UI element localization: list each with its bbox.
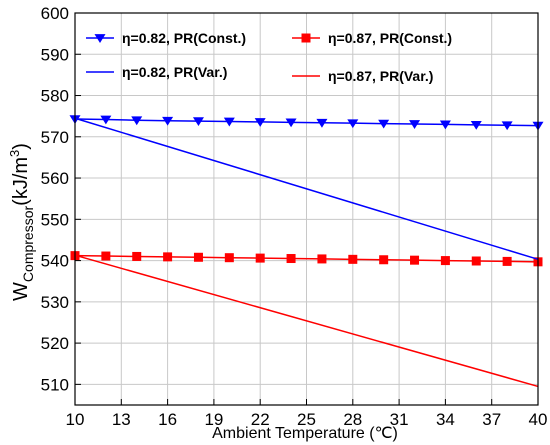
square-marker [502, 256, 512, 266]
x-tick-label: 31 [390, 410, 409, 429]
y-tick-label: 530 [41, 293, 69, 312]
triangle-marker [501, 121, 513, 131]
y-tick-label: 590 [41, 45, 69, 64]
series-0 [69, 115, 544, 131]
y-tick-label: 520 [41, 334, 69, 353]
series-layer [69, 115, 544, 388]
y-tick-label: 560 [41, 169, 69, 188]
square-marker [410, 255, 420, 265]
legend-entry-3: η=0.87, PR(Var.) [292, 68, 433, 84]
square-marker [163, 252, 173, 262]
triangle-marker [192, 117, 204, 127]
legend-label: η=0.87, PR(Var.) [328, 68, 433, 84]
triangle-marker [439, 120, 451, 130]
legend-entry-1: η=0.87, PR(Const.) [292, 30, 452, 46]
square-marker [379, 255, 389, 265]
triangle-marker [100, 115, 112, 125]
triangle-marker [285, 118, 297, 128]
square-marker [224, 253, 234, 263]
x-tick-label: 37 [482, 410, 501, 429]
y-axis-title-subscript: Compressor [20, 205, 36, 282]
triangle-marker [254, 118, 266, 127]
x-tick-label: 22 [251, 410, 270, 429]
square-marker [471, 256, 481, 266]
triangle-marker [378, 119, 390, 129]
y-tick-label: 510 [41, 375, 69, 394]
legend-label: η=0.82, PR(Const.) [122, 30, 246, 46]
x-tick-label: 34 [436, 410, 455, 429]
series-line [74, 117, 539, 261]
y-tick-label: 580 [41, 87, 69, 106]
series-line [74, 254, 539, 388]
square-marker [348, 254, 358, 264]
square-marker [255, 253, 265, 263]
series-2 [74, 117, 539, 261]
legend-label: η=0.87, PR(Const.) [328, 30, 452, 46]
x-tick-label: 10 [66, 410, 85, 429]
triangle-marker [94, 34, 106, 43]
legend-entry-2: η=0.82, PR(Var.) [86, 64, 227, 80]
triangle-marker [131, 116, 143, 126]
y-axis-title-unit: (kJ/m [10, 157, 32, 206]
square-marker [440, 256, 450, 266]
square-marker [101, 251, 111, 261]
x-tick-label: 25 [297, 410, 316, 429]
series-line [74, 118, 539, 127]
legend: η=0.82, PR(Const.) η=0.87, PR(Const.) η=0.… [86, 30, 452, 84]
y-axis-title-close: ) [10, 143, 32, 150]
y-tick-label: 600 [41, 4, 69, 23]
x-tick-label: 28 [343, 410, 362, 429]
x-tick-label: 16 [158, 410, 177, 429]
y-axis-title-superscript: 3 [7, 150, 22, 157]
series-line [74, 254, 539, 263]
square-marker [193, 252, 203, 262]
x-axis-ticks: 10 13 16 19 22 25 28 31 34 37 40 [66, 399, 548, 429]
x-tick-label: 40 [529, 410, 548, 429]
square-marker [132, 251, 142, 261]
square-marker [286, 254, 296, 264]
y-axis-ticks: 510 520 530 540 550 560 570 580 590 600 [41, 4, 81, 394]
x-tick-label: 19 [204, 410, 223, 429]
x-axis-title: Ambient Temperature (℃) [212, 425, 398, 442]
triangle-marker [162, 116, 174, 126]
y-axis-title-main: W [10, 282, 32, 301]
legend-label: η=0.82, PR(Var.) [122, 64, 227, 80]
square-marker [301, 33, 311, 43]
triangle-marker [347, 119, 359, 129]
triangle-marker [223, 117, 235, 127]
triangle-marker [316, 118, 328, 128]
y-tick-label: 540 [41, 252, 69, 271]
y-tick-label: 570 [41, 128, 69, 147]
y-axis-title: WCompressor(kJ/m3) [7, 143, 36, 301]
series-3 [74, 254, 539, 388]
triangle-marker [409, 120, 421, 129]
square-marker [317, 254, 327, 264]
y-tick-label: 550 [41, 210, 69, 229]
x-tick-label: 13 [112, 410, 131, 429]
triangle-marker [470, 120, 482, 130]
legend-entry-0: η=0.82, PR(Const.) [86, 30, 246, 46]
